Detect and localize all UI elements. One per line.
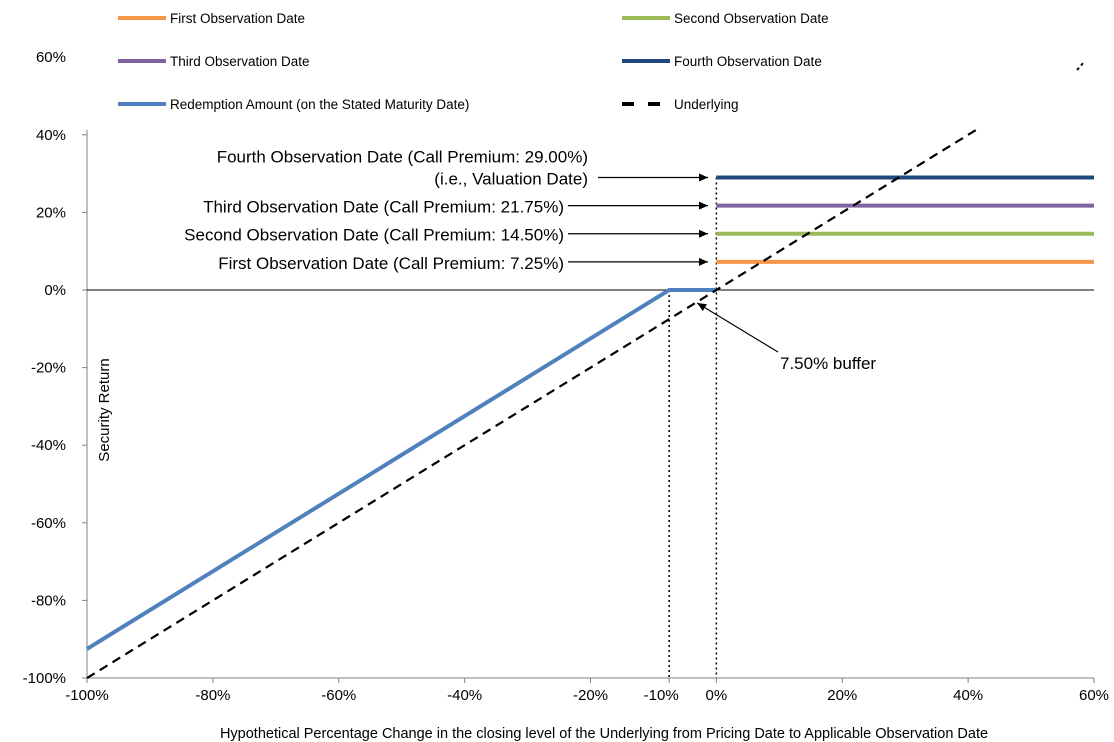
y-tick-label: 0% (44, 282, 66, 299)
legend-label: Fourth Observation Date (674, 54, 822, 69)
x-tick-label: 40% (953, 687, 983, 704)
legend-label: Third Observation Date (170, 54, 310, 69)
annotation-label: (i.e., Valuation Date) (434, 169, 588, 188)
y-tick-label: -80% (31, 592, 66, 609)
y-tick-label: -20% (31, 360, 66, 377)
y-axis-label: Security Return (96, 358, 113, 461)
x-tick-label: -60% (321, 687, 356, 704)
legend-label: Redemption Amount (on the Stated Maturit… (170, 97, 469, 112)
x-axis-label: Hypothetical Percentage Change in the cl… (220, 726, 988, 742)
legend-label: Underlying (674, 97, 739, 112)
legend-fragment (1077, 62, 1084, 70)
y-tick-label: -60% (31, 515, 66, 532)
legend-label: Second Observation Date (674, 11, 829, 26)
y-tick-label: -40% (31, 437, 66, 454)
legend-label: First Observation Date (170, 11, 305, 26)
annotation-label: Second Observation Date (Call Premium: 1… (184, 226, 564, 245)
x-tick-label: 60% (1079, 687, 1109, 704)
annotation-label: First Observation Date (Call Premium: 7.… (218, 254, 564, 273)
y-tick-label: -100% (23, 670, 66, 687)
annotation-label: Fourth Observation Date (Call Premium: 2… (217, 147, 588, 166)
y-tick-label: 60% (36, 49, 66, 66)
x-tick-label: -100% (65, 687, 108, 704)
x-tick-label: 0% (706, 687, 728, 704)
annotation-label: Third Observation Date (Call Premium: 21… (203, 198, 564, 217)
x-tick-label: 20% (827, 687, 857, 704)
x-tick-label: -40% (447, 687, 482, 704)
series-line-redemption-amount-on-the-stated-maturity-date- (87, 290, 716, 649)
x-tick-label: -80% (195, 687, 230, 704)
y-tick-label: 20% (36, 204, 66, 221)
legend: First Observation Date Second Observation… (118, 11, 1084, 112)
x-tick-label: -10% (644, 687, 679, 704)
x-tick-label: -20% (573, 687, 608, 704)
buffer-arrow (697, 303, 778, 352)
buffer-annotation: 7.50% buffer (780, 354, 876, 373)
y-tick-label: 40% (36, 127, 66, 144)
